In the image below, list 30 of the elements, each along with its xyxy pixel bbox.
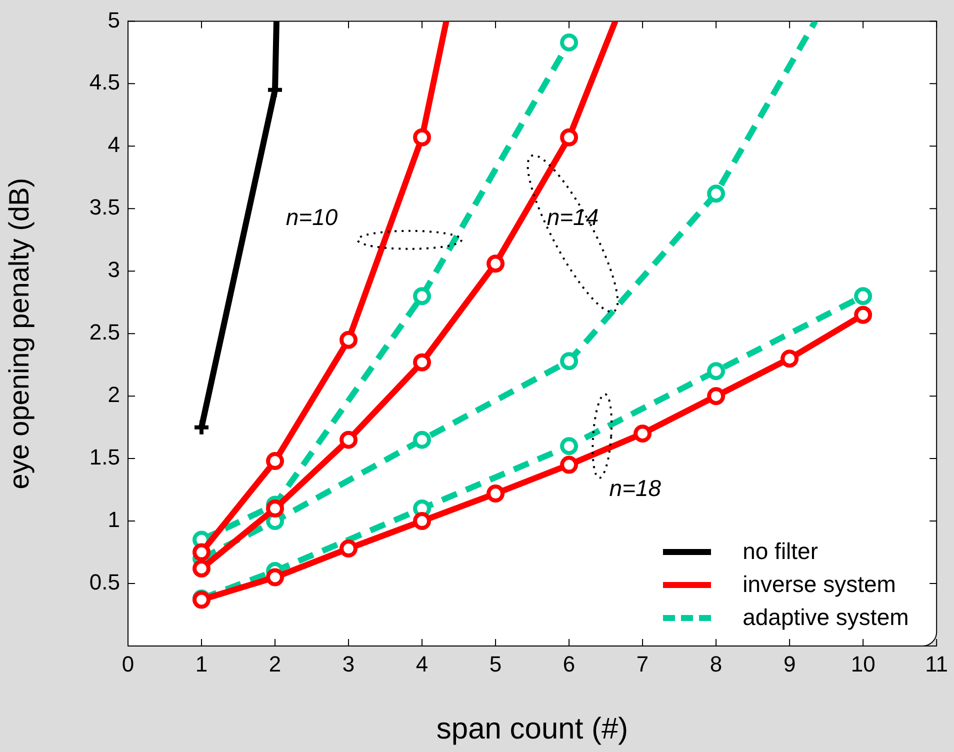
y-tick-label: 3 bbox=[108, 257, 120, 282]
y-tick-label: 2.5 bbox=[89, 320, 120, 345]
x-tick-label: 9 bbox=[783, 651, 796, 676]
y-tick-label: 5 bbox=[108, 7, 120, 32]
legend-label: inverse system bbox=[742, 570, 896, 599]
x-axis-title: span count (#) bbox=[436, 712, 628, 746]
x-tick-label: 3 bbox=[342, 651, 355, 676]
y-tick-label: 2 bbox=[108, 382, 120, 408]
x-tick-label: 6 bbox=[562, 651, 576, 676]
legend-label: no filter bbox=[742, 537, 818, 566]
y-tick-label: 0.5 bbox=[89, 570, 120, 595]
y-tick-label: 1.5 bbox=[89, 444, 120, 470]
x-tick-label: 1 bbox=[195, 651, 208, 676]
annotation: n=18 bbox=[609, 475, 662, 502]
annotation: n=10 bbox=[286, 204, 338, 230]
legend-label: adaptive system bbox=[742, 603, 909, 632]
x-tick-label: 10 bbox=[850, 651, 876, 676]
y-axis-title: eye opening penalty (dB) bbox=[4, 178, 35, 490]
y-tick-label: 4.5 bbox=[89, 70, 120, 95]
x-tick-label: 2 bbox=[268, 651, 282, 676]
annotation: n=14 bbox=[546, 204, 599, 230]
y-tick-label: 4 bbox=[108, 132, 120, 158]
x-tick-label: 0 bbox=[122, 651, 134, 676]
x-tick-label: 7 bbox=[636, 651, 649, 676]
x-tick-label: 11 bbox=[925, 651, 948, 676]
x-tick-label: 8 bbox=[710, 651, 722, 676]
x-tick-label: 5 bbox=[489, 651, 502, 676]
x-tick-label: 4 bbox=[416, 651, 428, 676]
y-tick-label: 3.5 bbox=[89, 194, 120, 220]
y-tick-label: 1 bbox=[108, 507, 120, 532]
